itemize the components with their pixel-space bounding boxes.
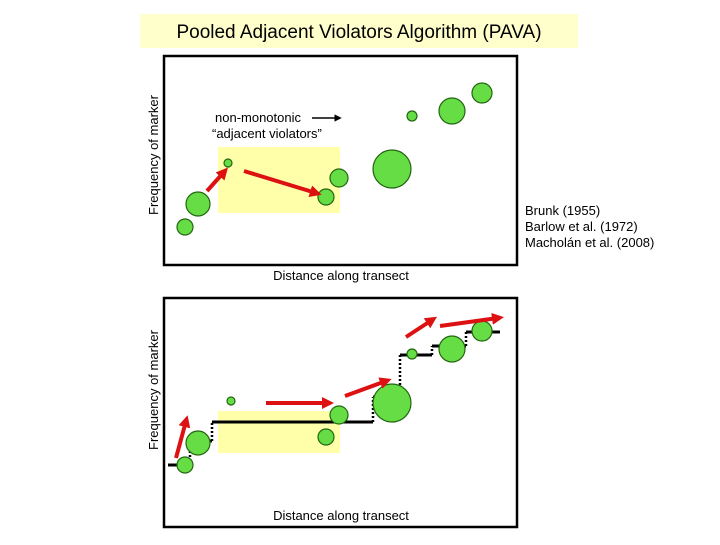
dot [471, 82, 493, 104]
red-arrow [344, 377, 392, 398]
annotation: non-monotonic [215, 110, 301, 125]
dot [223, 158, 233, 168]
dot [406, 110, 418, 122]
bottom-panel: Frequency of marker Distance along trans… [146, 296, 519, 529]
dot [317, 188, 335, 206]
dot [372, 383, 412, 423]
y-label: Frequency of marker [146, 329, 161, 450]
dot [185, 191, 211, 217]
title: Pooled Adjacent Violators Algorithm (PAV… [176, 22, 541, 43]
red-arrow [439, 312, 504, 328]
x-label: Distance along transect [273, 508, 409, 523]
panel-frame [162, 54, 519, 267]
annotation: “adjacent violators” [212, 126, 322, 141]
red-arrow [404, 316, 438, 339]
dot [176, 218, 194, 236]
dot [438, 335, 466, 363]
dot [406, 348, 418, 360]
dot [471, 320, 493, 342]
dot [176, 456, 194, 474]
reference: Barlow et al. (1972) [525, 219, 638, 234]
dot [185, 430, 211, 456]
dot [317, 428, 335, 446]
red-arrow [174, 415, 191, 459]
reference: Brunk (1955) [525, 203, 600, 218]
step-riser [188, 332, 468, 465]
dot [329, 405, 349, 425]
dot [372, 149, 412, 189]
red-arrow [243, 169, 322, 197]
dot [329, 168, 349, 188]
dot [438, 97, 466, 125]
x-label: Distance along transect [273, 268, 409, 283]
top-panel: Frequency of marker Distance along trans… [146, 54, 519, 283]
red-arrow [205, 167, 229, 193]
reference: Macholán et al. (2008) [525, 235, 654, 250]
title-box [140, 14, 578, 48]
panel-frame [162, 296, 519, 529]
dot [226, 396, 236, 406]
y-label: Frequency of marker [146, 94, 161, 215]
